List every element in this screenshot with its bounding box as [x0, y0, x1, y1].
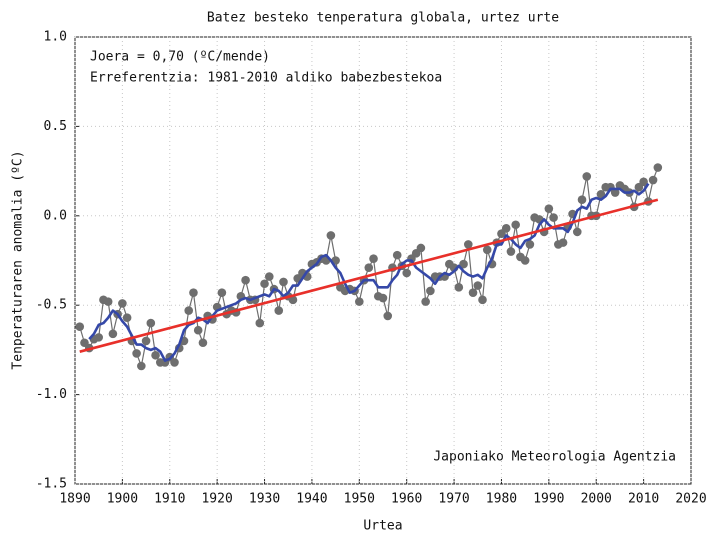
- data-point: [94, 333, 103, 342]
- x-tick-label: 1950: [344, 492, 375, 507]
- data-point: [459, 259, 468, 269]
- data-point: [255, 318, 265, 328]
- data-point: [132, 349, 141, 358]
- data-point: [482, 245, 492, 255]
- data-point: [520, 256, 530, 265]
- x-tick-label: 1980: [486, 492, 517, 507]
- data-point: [506, 247, 516, 256]
- x-tick-label: 1940: [296, 492, 327, 507]
- data-point: [383, 311, 393, 321]
- x-axis-title: Urtea: [363, 519, 402, 534]
- data-point: [184, 306, 194, 315]
- data-point: [511, 220, 520, 230]
- data-point: [648, 175, 658, 185]
- data-point: [198, 338, 208, 348]
- data-point: [369, 254, 378, 264]
- x-tick-label: 1930: [249, 492, 280, 507]
- data-point: [544, 204, 554, 213]
- data-point: [193, 325, 203, 335]
- x-tick-label: 1960: [391, 492, 422, 507]
- series-line: [88, 182, 650, 362]
- y-tick-label: 0.0: [44, 208, 67, 223]
- x-tick-label: 1920: [201, 492, 232, 507]
- data-point: [108, 329, 118, 339]
- data-point: [610, 188, 620, 197]
- data-point: [572, 227, 582, 237]
- series-line: [79, 198, 659, 353]
- data-point: [639, 177, 648, 187]
- x-tick-label: 2020: [675, 492, 706, 507]
- data-point: [217, 288, 227, 297]
- x-tick-label: 2010: [628, 492, 659, 507]
- annotation: Joera = 0,70 (ºC/mende): [90, 50, 270, 65]
- x-tick-label: 1890: [59, 492, 90, 507]
- x-tick-label: 1900: [107, 492, 138, 507]
- x-tick-label: 2000: [581, 492, 612, 507]
- x-tick-label: 1970: [438, 492, 469, 507]
- data-point: [454, 283, 464, 292]
- data-point: [170, 358, 179, 367]
- data-point: [426, 286, 435, 296]
- data-point: [364, 263, 374, 272]
- data-point: [478, 295, 487, 305]
- data-point: [288, 295, 298, 305]
- data-point: [473, 281, 483, 290]
- data-point: [378, 293, 388, 303]
- data-point: [279, 277, 288, 287]
- annotation: Japoniako Meteorologia Agentzia: [433, 450, 676, 465]
- y-tick-label: 1.0: [44, 30, 67, 45]
- data-point: [103, 297, 113, 306]
- data-point: [264, 272, 274, 281]
- plot-frame: [74, 36, 692, 485]
- data-point: [558, 238, 568, 247]
- data-point: [402, 268, 411, 278]
- data-point: [189, 288, 198, 297]
- data-point: [274, 306, 284, 315]
- y-tick-label: -0.5: [36, 298, 67, 313]
- data-point: [137, 361, 146, 371]
- data-point: [75, 322, 85, 331]
- data-point: [468, 288, 478, 297]
- data-point: [122, 313, 132, 323]
- data-point: [260, 279, 269, 289]
- data-point: [549, 213, 558, 222]
- y-tick-label: -1.0: [36, 387, 67, 402]
- data-point: [582, 172, 592, 181]
- data-point: [355, 297, 364, 306]
- y-tick-label: -1.5: [36, 477, 67, 492]
- data-point: [326, 231, 336, 240]
- data-point: [577, 195, 587, 205]
- data-point: [151, 350, 160, 360]
- y-axis-title: Tenperaturaren anomalia (ºC): [11, 150, 26, 369]
- data-point: [416, 243, 426, 253]
- data-point: [463, 240, 473, 249]
- data-point: [501, 224, 511, 233]
- data-point: [146, 318, 156, 328]
- data-point: [241, 275, 250, 285]
- data-point: [118, 299, 127, 308]
- annotation: Erreferentzia: 1981-2010 aldiko babezbes…: [90, 71, 442, 86]
- x-tick-label: 1990: [533, 492, 564, 507]
- data-point: [421, 297, 430, 306]
- chart-title: Batez besteko tenperatura globala, urtez…: [207, 11, 559, 26]
- data-point: [653, 163, 663, 172]
- y-tick-label: 0.5: [44, 119, 67, 134]
- data-point: [392, 250, 402, 260]
- data-point: [141, 336, 151, 346]
- x-tick-label: 1910: [154, 492, 185, 507]
- data-point: [525, 240, 535, 249]
